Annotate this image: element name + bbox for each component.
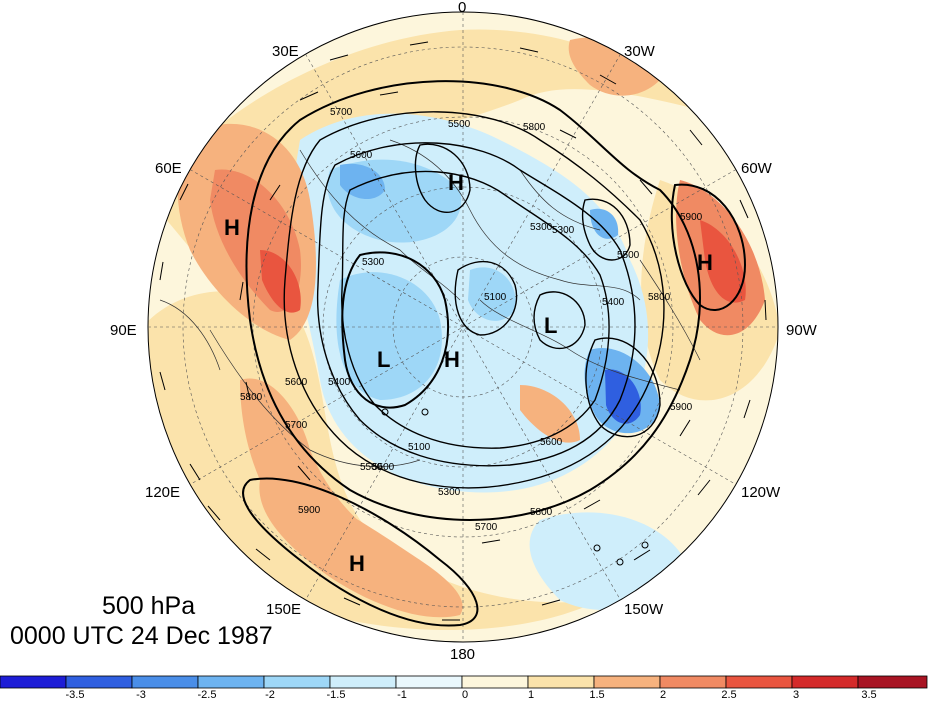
colorbar-swatch — [329, 675, 397, 689]
contour-label: 5300 — [362, 257, 385, 268]
lon-label-0: 0 — [458, 0, 466, 16]
calm-markers — [381, 408, 649, 566]
contour-label: 5400 — [328, 377, 351, 388]
lon-label-180: 180 — [450, 646, 475, 663]
time-label: 0000 UTC 24 Dec 1987 — [10, 622, 273, 650]
contour-label: 5600 — [540, 437, 563, 448]
colorbar-swatch — [659, 675, 727, 689]
contour-label: 5500 — [617, 250, 640, 261]
colorbar-tick-labels: -3.5 -3 -2.5 -2 -1.5 -1 0 1 1.5 2 2.5 3 … — [0, 689, 928, 702]
colorbar-tick: 2.5 — [721, 689, 737, 701]
contour-label: 5100 — [408, 442, 431, 453]
colorbar-swatch — [593, 675, 661, 689]
contour-label: 5800 — [530, 507, 553, 518]
colorbar-swatch — [527, 675, 595, 689]
high-center: H — [444, 347, 460, 372]
low-center: L — [377, 347, 390, 372]
colorbar-tick: 3 — [792, 689, 800, 701]
contour-label: 5600 — [285, 377, 308, 388]
colorbar-swatch — [65, 675, 133, 689]
high-center: H — [697, 250, 713, 275]
lon-label-30w: 30W — [624, 43, 656, 60]
contour-label: 5400 — [602, 297, 625, 308]
contour-label: 5500 — [360, 462, 383, 473]
lon-label-120e: 120E — [145, 484, 180, 501]
lon-label-60w: 60W — [741, 160, 773, 177]
colorbar-swatch — [725, 675, 793, 689]
contour-label: 5500 — [372, 462, 395, 473]
coastlines — [159, 139, 701, 467]
contour-label: 5700 — [330, 107, 353, 118]
lon-label-90e: 90E — [110, 322, 137, 339]
contour-label: 5900 — [680, 212, 703, 223]
lon-label-30e: 30E — [272, 43, 299, 60]
lon-label-120w: 120W — [741, 484, 781, 501]
colorbar-tick: 2 — [659, 689, 667, 701]
contour-label: 5800 — [648, 292, 671, 303]
longitude-labels: 0 30W 60W 90W 120W 150W 180 150E 120E 90… — [110, 0, 818, 663]
high-center: H — [448, 170, 464, 195]
lon-label-150w: 150W — [624, 601, 664, 618]
height-contours — [242, 80, 747, 627]
contour-label: 5700 — [475, 522, 498, 533]
contour-label: 5100 — [484, 292, 507, 303]
high-center: H — [224, 215, 240, 240]
colorbar-swatch — [857, 675, 928, 689]
colorbar-tick: -3.5 — [65, 689, 85, 701]
graticule — [148, 12, 778, 642]
colorbar-tick: -1 — [397, 689, 407, 701]
pressure-centers: H H H H H L L — [224, 170, 713, 576]
colorbar-tick: 0 — [461, 689, 469, 701]
contour-label: 5800 — [523, 122, 546, 133]
contour-label: 5900 — [670, 402, 693, 413]
contour-label: 5900 — [298, 505, 321, 516]
contour-label: 5700 — [285, 420, 308, 431]
colorbar-tick: 1 — [527, 689, 535, 701]
contour-label: 5800 — [240, 392, 263, 403]
colorbar-swatch — [395, 675, 463, 689]
contour-label: 5500 — [448, 119, 471, 130]
colorbar-swatch — [0, 675, 67, 689]
lon-label-60e: 60E — [155, 160, 182, 177]
contour-label: 5600 — [350, 150, 373, 161]
colorbar-swatch — [131, 675, 199, 689]
contour-label: 5300 — [552, 225, 575, 236]
colorbar-swatch — [197, 675, 265, 689]
lon-label-150e: 150E — [266, 601, 301, 618]
colorbar-tick: -1.5 — [326, 689, 346, 701]
colorbar-tick: 3.5 — [861, 689, 877, 701]
colorbar-swatch — [263, 675, 331, 689]
colorbar-swatch — [461, 675, 529, 689]
colorbar-tick: -3 — [136, 689, 146, 701]
contour-labels: 5700 5800 5600 5500 5300 5500 5400 5800 … — [240, 107, 703, 533]
level-label: 500 hPa — [102, 592, 196, 620]
colorbar-tick: -2.5 — [197, 689, 217, 701]
colorbar-tick: -2 — [265, 689, 275, 701]
contour-label: 5300 — [530, 222, 553, 233]
lon-label-90w: 90W — [786, 322, 818, 339]
colorbar-tick: 1.5 — [589, 689, 605, 701]
contour-label: 5300 — [438, 487, 461, 498]
high-center: H — [349, 551, 365, 576]
low-center: L — [544, 313, 557, 338]
colorbar-swatch — [791, 675, 859, 689]
colorbar — [0, 675, 928, 689]
